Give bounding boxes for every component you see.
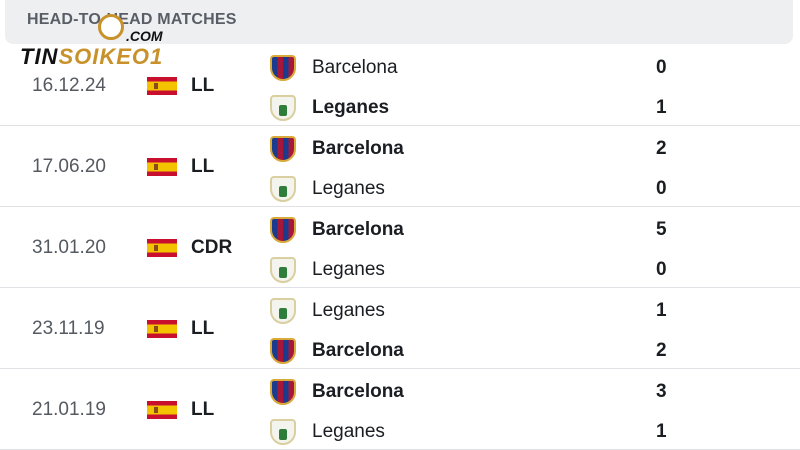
football-icon — [98, 14, 124, 40]
team-name: Leganes — [312, 259, 385, 280]
team-score: 3 — [656, 381, 667, 402]
spain-flag-icon — [147, 320, 177, 338]
team-score: 1 — [656, 421, 667, 442]
competition: LL — [191, 318, 215, 339]
team-score: 5 — [656, 219, 667, 240]
match-date: 23.11.19 — [32, 318, 105, 339]
team-score: 2 — [656, 340, 667, 361]
team-name: Leganes — [312, 97, 390, 118]
match-date: 17.06.20 — [32, 156, 106, 177]
match-row[interactable]: 31.01.20 CDR Barcelona 5 Leganes 0 — [0, 207, 800, 288]
team-score: 0 — [656, 259, 667, 280]
away-team[interactable]: Barcelona 2 — [270, 336, 790, 366]
match-row[interactable]: 21.01.19 LL Barcelona 3 Leganes 1 — [0, 369, 800, 450]
home-team[interactable]: Leganes 1 — [270, 296, 790, 326]
away-team[interactable]: Leganes 0 — [270, 255, 790, 285]
barcelona-crest-icon — [270, 55, 296, 81]
section-header: HEAD-TO-HEAD MATCHES — [5, 0, 793, 44]
competition: CDR — [191, 237, 233, 258]
watermark-domain: .COM — [126, 28, 163, 44]
watermark-logo: .COM TINSOIKEO1 — [20, 14, 180, 69]
home-team[interactable]: Barcelona 2 — [270, 134, 790, 164]
team-name: Leganes — [312, 300, 385, 321]
match-row[interactable]: 17.06.20 LL Barcelona 2 Leganes 0 — [0, 126, 800, 207]
barcelona-crest-icon — [270, 136, 296, 162]
team-score: 0 — [656, 178, 667, 199]
section-title: HEAD-TO-HEAD MATCHES — [27, 11, 237, 28]
away-team[interactable]: Leganes 1 — [270, 93, 790, 123]
leganes-crest-icon — [270, 95, 296, 121]
watermark-name: TINSOIKEO1 — [20, 44, 164, 69]
team-name: Leganes — [312, 178, 385, 199]
match-row[interactable]: 16.12.24 LL Barcelona 0 Leganes 1 — [0, 45, 800, 126]
match-row[interactable]: 23.11.19 LL Leganes 1 Barcelona 2 — [0, 288, 800, 369]
barcelona-crest-icon — [270, 338, 296, 364]
team-name: Leganes — [312, 421, 385, 442]
spain-flag-icon — [147, 401, 177, 419]
away-team[interactable]: Leganes 0 — [270, 174, 790, 204]
barcelona-crest-icon — [270, 217, 296, 243]
home-team[interactable]: Barcelona 0 — [270, 53, 790, 83]
competition: LL — [191, 399, 215, 420]
leganes-crest-icon — [270, 298, 296, 324]
team-score: 1 — [656, 97, 667, 118]
barcelona-crest-icon — [270, 379, 296, 405]
team-score: 2 — [656, 138, 667, 159]
spain-flag-icon — [147, 158, 177, 176]
spain-flag-icon — [147, 77, 177, 95]
competition: LL — [191, 75, 215, 96]
match-date: 16.12.24 — [32, 75, 106, 96]
match-date: 21.01.19 — [32, 399, 106, 420]
team-name: Barcelona — [312, 381, 404, 402]
home-team[interactable]: Barcelona 5 — [270, 215, 790, 245]
competition: LL — [191, 156, 215, 177]
spain-flag-icon — [147, 239, 177, 257]
team-name: Barcelona — [312, 340, 404, 361]
team-name: Barcelona — [312, 138, 404, 159]
away-team[interactable]: Leganes 1 — [270, 417, 790, 447]
team-score: 1 — [656, 300, 667, 321]
team-score: 0 — [656, 57, 667, 78]
leganes-crest-icon — [270, 257, 296, 283]
leganes-crest-icon — [270, 419, 296, 445]
leganes-crest-icon — [270, 176, 296, 202]
team-name: Barcelona — [312, 57, 398, 78]
team-name: Barcelona — [312, 219, 404, 240]
match-date: 31.01.20 — [32, 237, 106, 258]
home-team[interactable]: Barcelona 3 — [270, 377, 790, 407]
